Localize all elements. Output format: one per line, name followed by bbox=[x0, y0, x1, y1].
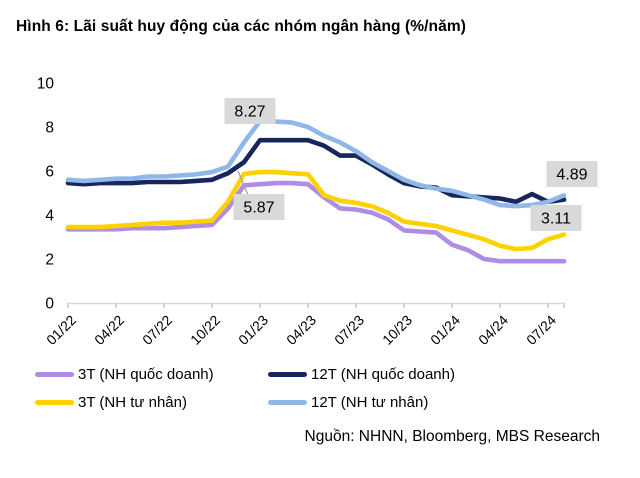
svg-text:8: 8 bbox=[45, 120, 54, 137]
svg-text:6: 6 bbox=[45, 164, 54, 181]
svg-text:04/23: 04/23 bbox=[283, 312, 319, 348]
svg-text:2: 2 bbox=[45, 252, 54, 269]
x-axis-labels: 01/22 04/22 07/22 10/22 01/23 04/23 07/23 10/23… bbox=[43, 312, 559, 348]
legend-item-3t-tu-nhan: 3T (NH tư nhân) bbox=[35, 389, 268, 416]
svg-text:07/24: 07/24 bbox=[523, 312, 559, 348]
legend-item-12t-tu-nhan: 12T (NH tư nhân) bbox=[268, 389, 595, 416]
svg-text:01/23: 01/23 bbox=[235, 312, 271, 348]
annotation-leader-line bbox=[237, 170, 249, 196]
chart-title: Hình 6: Lãi suất huy động của các nhóm n… bbox=[16, 18, 466, 35]
svg-text:07/23: 07/23 bbox=[331, 312, 367, 348]
annotation-box bbox=[233, 194, 285, 220]
annotation-value: 3.11 bbox=[541, 211, 571, 228]
y-axis-labels: 0 2 4 6 8 10 bbox=[37, 76, 55, 313]
svg-text:07/22: 07/22 bbox=[139, 312, 175, 348]
svg-text:10/22: 10/22 bbox=[187, 312, 223, 348]
line-swatch-icon bbox=[35, 372, 74, 377]
series-line bbox=[65, 118, 567, 209]
annotation-box bbox=[530, 205, 582, 231]
svg-text:10: 10 bbox=[37, 76, 55, 93]
legend-item-3t-quoc-doanh: 3T (NH quốc doanh) bbox=[35, 361, 268, 388]
chart-legend: 3T (NH quốc doanh) 12T (NH quốc doanh) 3… bbox=[35, 361, 595, 416]
annotations: 8.27 5.87 4.89 3.11 bbox=[224, 98, 598, 231]
svg-text:01/24: 01/24 bbox=[427, 312, 463, 348]
svg-text:10/23: 10/23 bbox=[379, 312, 415, 348]
annotation-value: 4.89 bbox=[556, 167, 587, 184]
series-line bbox=[65, 180, 567, 264]
legend-label: 3T (NH tư nhân) bbox=[78, 394, 187, 411]
line-chart: 0 2 4 6 8 10 01/22 04/22 07/22 10/22 01/23 04/23 07/… bbox=[37, 76, 598, 348]
annotation-value: 5.87 bbox=[243, 200, 274, 217]
svg-text:01/22: 01/22 bbox=[43, 312, 79, 348]
legend-label: 12T (NH quốc doanh) bbox=[311, 366, 455, 383]
legend-label: 3T (NH quốc doanh) bbox=[78, 366, 214, 383]
svg-text:04/24: 04/24 bbox=[475, 312, 511, 348]
source-note: Nguồn: NHNN, Bloomberg, MBS Research bbox=[304, 428, 600, 445]
line-swatch-icon bbox=[35, 400, 74, 405]
svg-text:0: 0 bbox=[45, 296, 54, 313]
series-lines bbox=[65, 118, 567, 264]
legend-label: 12T (NH tư nhân) bbox=[311, 394, 429, 411]
annotation-value: 8.27 bbox=[234, 104, 265, 121]
svg-text:4: 4 bbox=[45, 208, 54, 225]
line-swatch-icon bbox=[268, 372, 307, 377]
series-line bbox=[65, 169, 567, 252]
x-axis bbox=[67, 302, 565, 308]
line-swatch-icon bbox=[268, 400, 307, 405]
svg-text:04/22: 04/22 bbox=[91, 312, 127, 348]
annotation-box bbox=[224, 98, 276, 124]
legend-item-12t-quoc-doanh: 12T (NH quốc doanh) bbox=[268, 361, 595, 388]
annotation-box bbox=[546, 161, 598, 187]
